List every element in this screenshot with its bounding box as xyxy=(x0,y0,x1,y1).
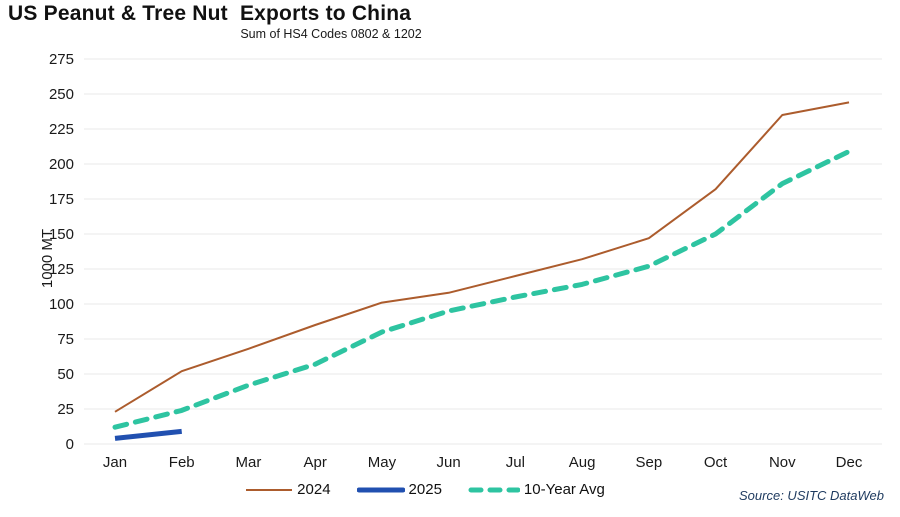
x-tick-label: Feb xyxy=(169,454,195,471)
legend-line-2025-icon xyxy=(356,487,405,492)
source-note: Source: USITC DataWeb xyxy=(739,488,884,503)
chart-subtitle: Sum of HS4 Codes 0802 & 1202 xyxy=(240,27,422,41)
y-tick-label: 75 xyxy=(57,331,74,348)
legend-label-2024: 2024 xyxy=(297,481,331,498)
y-tick-label: 50 xyxy=(57,366,74,383)
series-2024-line xyxy=(114,101,850,413)
legend-item-2024[interactable]: 2024 xyxy=(245,481,331,498)
series-2025-line xyxy=(114,428,182,441)
x-tick-label: Apr xyxy=(304,454,327,471)
legend-item-10yr-avg[interactable]: 10-Year Avg xyxy=(468,481,605,498)
y-tick-label: 275 xyxy=(49,51,74,68)
y-tick-label: 0 xyxy=(66,436,74,453)
x-tick-label: Aug xyxy=(569,454,596,471)
x-tick-label: Jul xyxy=(506,454,525,471)
y-tick-label: 250 xyxy=(49,86,74,103)
legend-label-2025: 2025 xyxy=(408,481,442,498)
legend-line-2024-icon xyxy=(246,488,293,491)
chart-legend: 2024 2025 10-Year Avg xyxy=(0,481,850,498)
x-tick-label: Oct xyxy=(704,454,728,471)
x-tick-label: Dec xyxy=(836,454,863,471)
x-tick-label: Jan xyxy=(103,454,127,471)
x-tick-label: Sep xyxy=(635,454,662,471)
chart-title: US Peanut & Tree Nut Exports to China xyxy=(8,2,412,25)
x-tick-label: Nov xyxy=(769,454,796,471)
y-tick-label: 100 xyxy=(49,296,74,313)
legend-label-10yr-avg: 10-Year Avg xyxy=(523,481,605,498)
y-tick-label: 150 xyxy=(49,226,74,243)
legend-item-2025[interactable]: 2025 xyxy=(356,481,442,498)
x-tick-label: May xyxy=(368,454,397,471)
y-tick-label: 125 xyxy=(49,261,74,278)
series-10-year-avg-line xyxy=(112,148,852,430)
y-tick-label: 225 xyxy=(49,121,74,138)
y-tick-label: 175 xyxy=(49,191,74,208)
x-tick-label: Mar xyxy=(236,454,262,471)
x-tick-label: Jun xyxy=(437,454,461,471)
y-tick-label: 200 xyxy=(49,156,74,173)
y-tick-label: 25 xyxy=(57,401,74,418)
legend-dashed-line-10yr-icon xyxy=(468,487,520,492)
